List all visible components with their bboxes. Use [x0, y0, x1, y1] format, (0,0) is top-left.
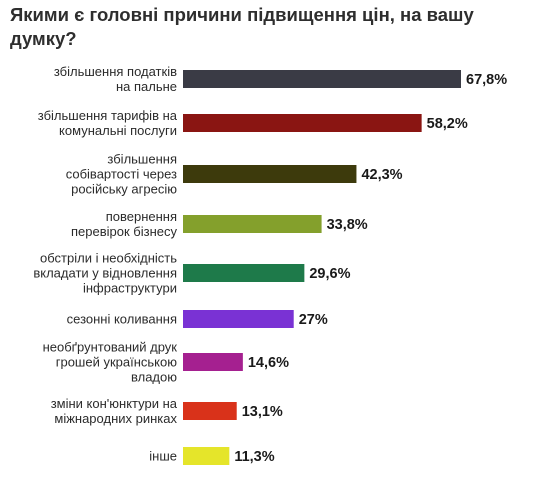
category-label-line: російську агресію [71, 182, 177, 197]
category-label-line: необґрунтований друк [43, 340, 178, 355]
category-label-line: інше [149, 449, 177, 464]
bar [183, 215, 322, 233]
category-label-line: міжнародних ринках [54, 411, 177, 426]
bar [183, 402, 237, 420]
category-label-line: збільшення тарифів на [38, 108, 178, 123]
category-label-line: інфраструктури [83, 281, 177, 296]
bar [183, 353, 243, 371]
category-label: зміни кон'юнктури на міжнародних ринках [51, 396, 178, 426]
category-label-line: грошей українською [56, 355, 178, 370]
category-label: обстріли і необхідність вкладати у віднов… [33, 251, 177, 296]
chart-title: Якими є головні причини підвищення цін, … [10, 4, 474, 49]
category-label: збільшення собівартості через російську аг… [66, 152, 178, 197]
category-label-line: перевірок бізнесу [71, 224, 177, 239]
category-label-line: повернення [106, 209, 177, 224]
category-label: сезонні коливання [67, 312, 177, 327]
data-label: 13,1% [242, 404, 283, 420]
data-label: 11,3% [234, 449, 274, 465]
bar [183, 165, 357, 183]
bar [183, 310, 294, 328]
data-label: 33,8% [327, 217, 368, 233]
category-label: інше [149, 449, 177, 464]
data-label: 58,2% [427, 116, 468, 132]
category-label-line: владою [131, 370, 177, 385]
category-label: необґрунтований друк грошей українською вл… [43, 340, 178, 385]
category-label-line: збільшення податків [54, 64, 177, 79]
category-label-line: обстріли і необхідність [40, 251, 177, 266]
category-label-line: сезонні коливання [67, 312, 177, 327]
bar [183, 70, 461, 88]
bar [183, 447, 230, 465]
category-label: повернення перевірок бізнесу [71, 209, 177, 239]
category-label: збільшення тарифів на комунальні послуги [38, 108, 178, 138]
bar [183, 114, 422, 132]
category-label-line: комунальні послуги [59, 123, 177, 138]
category-label: збільшення податків на пальне [54, 64, 177, 94]
category-label-line: собівартості через [66, 167, 177, 182]
category-label-line: на пальне [116, 79, 177, 94]
data-label: 42,3% [361, 167, 402, 183]
data-label: 27% [299, 312, 328, 328]
category-label-line: вкладати у відновлення [33, 266, 177, 281]
bar [183, 264, 305, 282]
data-label: 14,6% [248, 355, 289, 371]
data-label: 29,6% [309, 266, 350, 282]
category-label-line: зміни кон'юнктури на [51, 396, 178, 411]
data-label: 67,8% [466, 72, 507, 88]
category-label-line: збільшення [107, 152, 177, 167]
